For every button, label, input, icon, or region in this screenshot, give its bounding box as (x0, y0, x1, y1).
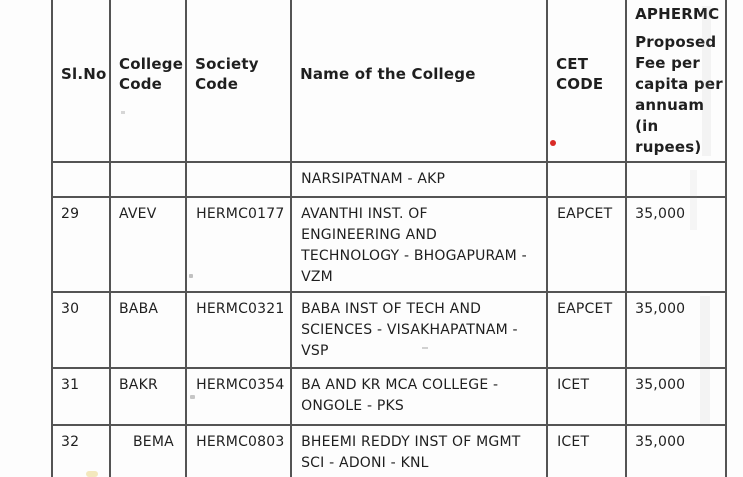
college-fee-table: Sl.No College Code Society Code Name of … (51, 0, 728, 477)
cell-society-code: HERMC0803 (185, 424, 293, 477)
header-society-code: Society Code (185, 0, 293, 163)
cell-cet-code (546, 161, 628, 198)
cell-fee: 35,000 (625, 424, 728, 477)
cell-college-name: BHEEMI REDDY INST OF MGMT SCI - ADONI - … (290, 424, 549, 477)
table-row: 30 BABA HERMC0321 BABA INST OF TECH AND … (51, 291, 728, 369)
cell-sl-no: 32 (51, 424, 111, 477)
table-row: 29 AVEV HERMC0177 AVANTHI INST. OF ENGIN… (51, 196, 728, 293)
cell-college-code: BAKR (108, 367, 188, 426)
header-college-code-label: College Code (119, 54, 184, 93)
header-society-code-label: Society Code (195, 54, 259, 93)
header-college-name-label: Name of the College (300, 64, 476, 83)
cell-college-name: BA AND KR MCA COLLEGE - ONGOLE - PKS (290, 367, 549, 426)
cell-sl-no: 31 (51, 367, 111, 426)
cell-college-name: NARSIPATNAM - AKP (290, 161, 549, 198)
cell-society-code (185, 161, 293, 198)
cell-sl-no: 30 (51, 291, 111, 369)
table-row: 32 BEMA HERMC0803 BHEEMI REDDY INST OF M… (51, 424, 728, 477)
header-college-code: College Code (108, 0, 188, 163)
cell-sl-no (51, 161, 111, 198)
header-cet-code-label: CET CODE (556, 54, 604, 93)
header-fee: APHERMC Proposed Fee per capita per annu… (625, 0, 728, 163)
cell-cet-code: ICET (546, 367, 628, 426)
cell-college-name: BABA INST OF TECH AND SCIENCES - VISAKHA… (290, 291, 549, 369)
cell-college-name: AVANTHI INST. OF ENGINEERING AND TECHNOL… (290, 196, 549, 293)
header-sl-no-label: Sl.No (61, 64, 107, 83)
cell-fee: 35,000 (625, 291, 728, 369)
cell-fee: 35,000 (625, 196, 728, 293)
cell-society-code: HERMC0177 (185, 196, 293, 293)
cell-society-code: HERMC0321 (185, 291, 293, 369)
cell-college-code: BABA (108, 291, 188, 369)
cell-fee: 35,000 (625, 367, 728, 426)
cell-college-code: BEMA (108, 424, 188, 477)
cell-fee (625, 161, 728, 198)
header-fee-subtitle: Proposed Fee per capita per annuam (in r… (635, 33, 723, 156)
cell-society-code: HERMC0354 (185, 367, 293, 426)
header-college-name: Name of the College (290, 0, 549, 163)
header-sl-no: Sl.No (51, 0, 111, 163)
header-fee-title: APHERMC (635, 5, 720, 23)
cell-cet-code: EAPCET (546, 291, 628, 369)
table-row: NARSIPATNAM - AKP (51, 161, 728, 198)
cell-college-code: AVEV (108, 196, 188, 293)
cell-cet-code: EAPCET (546, 196, 628, 293)
cell-college-code (108, 161, 188, 198)
table-header-row: Sl.No College Code Society Code Name of … (51, 0, 728, 163)
header-cet-code: CET CODE (546, 0, 628, 163)
table-row: 31 BAKR HERMC0354 BA AND KR MCA COLLEGE … (51, 367, 728, 426)
cell-cet-code: ICET (546, 424, 628, 477)
cell-sl-no: 29 (51, 196, 111, 293)
